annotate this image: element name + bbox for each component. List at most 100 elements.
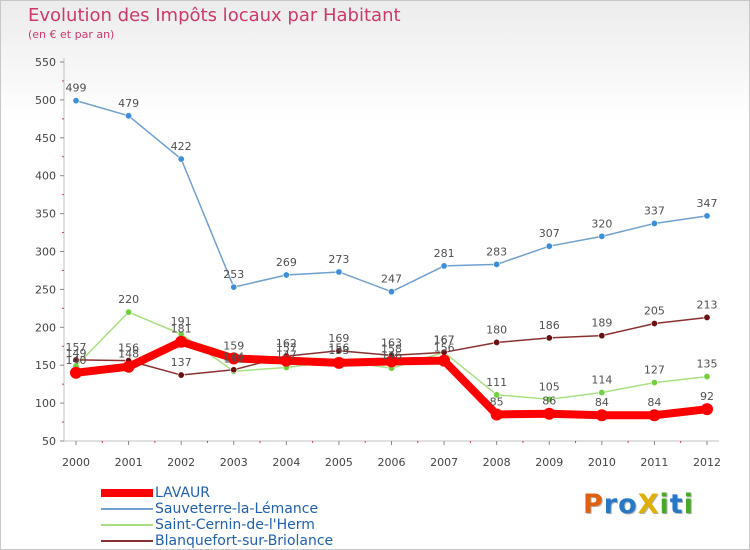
data-label: 167 xyxy=(434,333,455,346)
x-tick-label: 2001 xyxy=(115,456,143,469)
data-label: 105 xyxy=(539,380,560,393)
data-point xyxy=(227,352,240,365)
data-label: 181 xyxy=(171,323,192,336)
data-point xyxy=(648,409,661,422)
data-point xyxy=(230,366,238,374)
legend-label: Blanquefort-sur-Briolance xyxy=(155,533,334,549)
data-point xyxy=(493,338,501,346)
data-label: 283 xyxy=(486,245,507,258)
x-tick-label: 2007 xyxy=(430,456,458,469)
data-point xyxy=(175,335,188,348)
brand-logo: ProXiti xyxy=(583,489,694,520)
data-label: 158 xyxy=(381,342,402,355)
x-tick-label: 2002 xyxy=(167,456,195,469)
data-point xyxy=(701,403,713,416)
chart-title: Evolution des Impôts locaux par Habitant xyxy=(28,5,401,26)
data-label: 247 xyxy=(381,273,402,286)
data-point xyxy=(545,334,553,342)
data-label: 148 xyxy=(118,348,139,361)
y-tick-label: 500 xyxy=(35,94,56,107)
x-tick-label: 2004 xyxy=(272,456,300,469)
data-point xyxy=(598,388,606,396)
data-point xyxy=(122,360,135,373)
x-tick-label: 2008 xyxy=(483,456,511,469)
data-label: 153 xyxy=(328,344,349,357)
data-point xyxy=(543,407,556,420)
data-point xyxy=(650,320,658,328)
data-label: 137 xyxy=(171,356,192,369)
y-tick-label: 550 xyxy=(35,56,56,69)
y-tick-label: 200 xyxy=(35,321,56,334)
brand-letter: X xyxy=(637,489,660,520)
y-tick-label: 450 xyxy=(35,132,56,145)
data-label: 347 xyxy=(697,197,718,210)
series-line xyxy=(75,99,708,293)
x-tick-label: 2000 xyxy=(62,456,90,469)
data-point xyxy=(387,288,395,296)
x-tick-label: 2011 xyxy=(640,456,668,469)
brand-letter: o xyxy=(618,489,638,520)
data-point xyxy=(332,356,345,369)
data-point xyxy=(545,395,553,403)
data-label: 144 xyxy=(223,351,244,364)
data-label: 191 xyxy=(171,315,192,328)
data-label: 180 xyxy=(486,323,507,336)
data-point xyxy=(438,354,451,367)
data-label: 157 xyxy=(276,342,297,355)
data-point xyxy=(595,409,608,422)
data-label: 86 xyxy=(542,395,556,408)
data-label: 135 xyxy=(697,358,718,371)
data-label: 253 xyxy=(223,268,244,281)
y-tick-label: 100 xyxy=(35,397,56,410)
data-point xyxy=(125,112,133,120)
brand-letter: t xyxy=(669,489,684,520)
y-tick-label: 350 xyxy=(35,208,56,221)
legend-swatch xyxy=(101,489,153,497)
data-label: 159 xyxy=(223,339,244,352)
data-label: 337 xyxy=(644,204,665,217)
data-point xyxy=(493,391,501,399)
data-label: 220 xyxy=(118,293,139,306)
data-point xyxy=(490,408,503,421)
data-label: 163 xyxy=(381,336,402,349)
data-label: 156 xyxy=(434,342,455,355)
data-point xyxy=(335,347,343,355)
data-point xyxy=(598,232,606,240)
data-label: 92 xyxy=(700,390,714,403)
y-tick-label: 50 xyxy=(42,435,56,448)
data-label: 114 xyxy=(591,373,612,386)
brand-letter: i xyxy=(659,489,670,520)
data-label: 189 xyxy=(591,317,612,330)
y-tick-label: 400 xyxy=(35,170,56,183)
data-label: 169 xyxy=(328,332,349,345)
data-point xyxy=(703,313,711,321)
data-point xyxy=(493,260,501,268)
data-point xyxy=(70,366,82,379)
y-tick-label: 300 xyxy=(35,246,56,259)
data-point xyxy=(177,371,185,379)
data-label: 186 xyxy=(539,319,560,332)
data-label: 281 xyxy=(434,247,455,260)
data-label: 147 xyxy=(276,348,297,361)
brand-letter: P xyxy=(583,489,604,520)
data-label: 479 xyxy=(118,97,139,110)
data-point xyxy=(177,155,185,163)
data-point xyxy=(598,332,606,340)
data-label: 422 xyxy=(171,140,192,153)
data-label: 156 xyxy=(118,342,139,355)
legend-label: LAVAUR xyxy=(155,485,211,501)
x-tick-label: 2005 xyxy=(325,456,353,469)
x-tick-label: 2009 xyxy=(535,456,563,469)
x-tick-label: 2012 xyxy=(693,456,721,469)
data-point xyxy=(230,283,238,291)
brand-letter: r xyxy=(603,489,619,520)
data-point xyxy=(125,308,133,316)
data-label: 167 xyxy=(434,333,455,346)
data-point xyxy=(703,373,711,381)
data-label: 320 xyxy=(591,217,612,230)
data-label: 273 xyxy=(328,253,349,266)
data-label: 84 xyxy=(595,396,609,409)
chart-subtitle: (en € et par an) xyxy=(28,28,115,41)
